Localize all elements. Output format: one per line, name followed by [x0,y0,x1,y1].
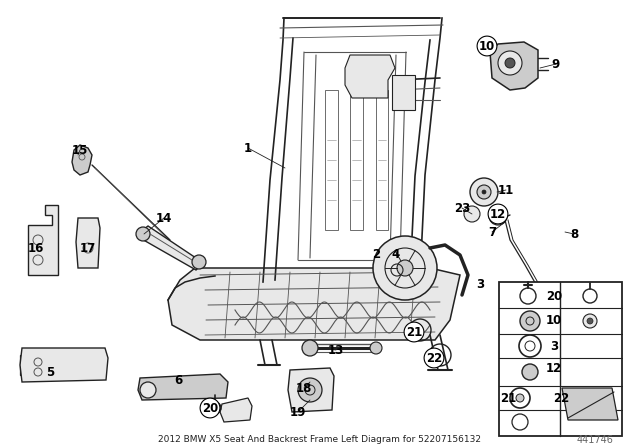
Polygon shape [138,374,228,400]
Circle shape [397,260,413,276]
Polygon shape [28,205,58,275]
Polygon shape [288,368,334,412]
Text: 7: 7 [488,225,496,238]
Polygon shape [490,42,538,90]
Polygon shape [20,355,22,375]
Text: 8: 8 [570,228,578,241]
Text: 3: 3 [550,340,558,353]
Circle shape [583,314,597,328]
Text: 19: 19 [290,405,306,418]
Circle shape [498,51,522,75]
Text: 18: 18 [296,382,312,395]
Text: 12: 12 [546,362,562,375]
Text: 6: 6 [174,374,182,387]
Text: 1: 1 [244,142,252,155]
Text: 12: 12 [490,207,506,220]
Circle shape [370,342,382,354]
Text: 10: 10 [479,39,495,52]
Circle shape [516,394,524,402]
Text: 22: 22 [426,352,442,365]
Circle shape [501,216,505,220]
Text: 13: 13 [328,344,344,357]
Circle shape [520,311,540,331]
Polygon shape [72,145,92,175]
Polygon shape [392,75,415,110]
Circle shape [522,364,538,380]
Polygon shape [76,218,100,268]
Text: 23: 23 [454,202,470,215]
Circle shape [136,227,150,241]
Circle shape [470,178,498,206]
Polygon shape [562,388,618,420]
Text: 20: 20 [202,401,218,414]
Text: 11: 11 [498,184,514,197]
Polygon shape [140,226,202,270]
Text: 15: 15 [72,143,88,156]
Circle shape [482,190,486,194]
Circle shape [464,206,480,222]
Circle shape [298,378,322,402]
Text: 10: 10 [546,314,562,327]
Circle shape [192,255,206,269]
Text: 2: 2 [372,249,380,262]
Circle shape [373,236,437,300]
Text: 22: 22 [553,392,569,405]
Bar [499,282,622,436]
Text: 2012 BMW X5 Seat And Backrest Frame Left Diagram for 52207156132: 2012 BMW X5 Seat And Backrest Frame Left… [159,435,481,444]
Circle shape [302,340,318,356]
Text: 5: 5 [46,366,54,379]
Text: 4: 4 [392,249,400,262]
Circle shape [505,58,515,68]
Circle shape [587,318,593,324]
Text: 20: 20 [546,289,562,302]
Text: 17: 17 [80,241,96,254]
Polygon shape [220,398,252,422]
Polygon shape [345,55,395,98]
Text: 14: 14 [156,211,172,224]
Text: 21: 21 [500,392,516,405]
Circle shape [477,185,491,199]
Text: 9: 9 [552,57,560,70]
Polygon shape [20,348,108,382]
Text: 3: 3 [476,277,484,290]
Text: 16: 16 [28,241,44,254]
Text: 441746: 441746 [577,435,613,445]
Bar [0,430,640,448]
Circle shape [140,382,156,398]
Polygon shape [168,268,460,340]
Text: 21: 21 [406,326,422,339]
